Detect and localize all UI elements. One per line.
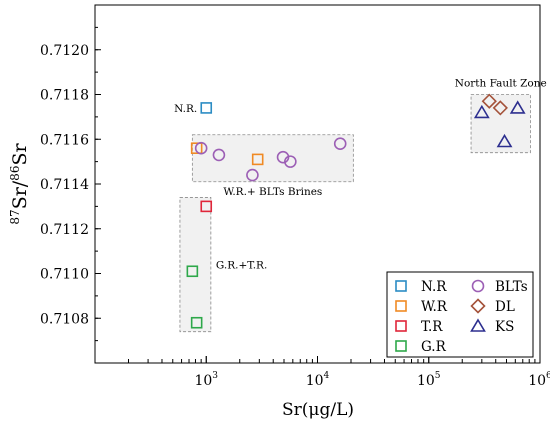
legend-label-n-r: N.R	[421, 279, 447, 295]
regions-layer: W.R.+ BLTs Brines G.R.+T.R. North Fault Zo…	[179, 78, 547, 333]
point-w-r	[190, 142, 203, 154]
legend-marker-t-r	[395, 320, 407, 332]
y-axis: 0.7108 0.7110 0.7112 0.7114 0.7116 0.7118 0.71…	[40, 4, 101, 364]
legend-marker-w-r	[395, 300, 407, 312]
points-layer: N.R.	[174, 93, 526, 329]
y-tick-label: 0.7112	[40, 222, 89, 238]
region-label-g-r-t-r: G.R.+T.R.	[216, 260, 267, 272]
point-w-r	[251, 153, 264, 166]
point-t-r	[200, 200, 213, 213]
legend-marker-n-r	[395, 280, 407, 292]
point-ks	[509, 100, 526, 114]
y-tick-label: 0.7114	[40, 177, 89, 193]
point-g-r	[190, 316, 203, 329]
x-tick-label: 105	[417, 371, 441, 389]
region-w-r-blts-brines	[191, 134, 354, 183]
point-dl	[481, 93, 497, 109]
legend-marker-dl	[470, 298, 486, 314]
legend-label-w-r: W.R	[421, 299, 448, 315]
legend-marker-g-r	[395, 340, 407, 352]
point-n-r	[200, 102, 213, 114]
point-blts	[284, 155, 297, 168]
point-blts	[246, 168, 259, 182]
y-tick-label: 0.7120	[40, 43, 89, 59]
annotation-label: N.R.	[174, 103, 197, 115]
point-blts	[333, 137, 347, 151]
point-ks	[473, 104, 490, 119]
x-tick-label: 103	[194, 371, 218, 389]
legend: N.R W.R T.R G.R BLTs DL KS	[386, 271, 534, 358]
x-tick-label: 104	[306, 371, 330, 389]
point-ks	[496, 133, 513, 148]
region-g-r-t-r	[179, 197, 212, 333]
x-axis: 103 104 105 106	[94, 356, 550, 389]
x-tick-label: 106	[528, 371, 550, 389]
point-blts	[212, 148, 226, 162]
region-label-w-r-blts-brines: W.R.+ BLTs Brines	[223, 186, 322, 198]
legend-label-blts: BLTs	[495, 279, 528, 295]
point-dl	[492, 100, 508, 116]
legend-marker-blts	[471, 279, 485, 293]
y-tick-label: 0.7110	[40, 267, 89, 283]
legend-label-ks: KS	[495, 319, 514, 335]
point-blts	[194, 141, 208, 155]
point-g-r	[186, 265, 199, 278]
legend-label-dl: DL	[495, 299, 515, 315]
region-label-north-fault-zone: North Fault Zone	[455, 78, 547, 90]
legend-label-g-r: G.R	[421, 339, 447, 355]
y-tick-label: 0.7118	[40, 88, 89, 104]
x-axis-label: Sr(μg/L)	[282, 400, 354, 420]
region-north-fault-zone	[470, 94, 531, 154]
legend-label-t-r: T.R	[421, 319, 443, 335]
legend-box	[386, 271, 534, 358]
y-tick-label: 0.7108	[40, 311, 89, 327]
y-axis-label: 87Sr/86Sr	[8, 143, 31, 225]
y-tick-label: 0.7116	[40, 132, 89, 148]
legend-marker-ks	[470, 318, 486, 332]
